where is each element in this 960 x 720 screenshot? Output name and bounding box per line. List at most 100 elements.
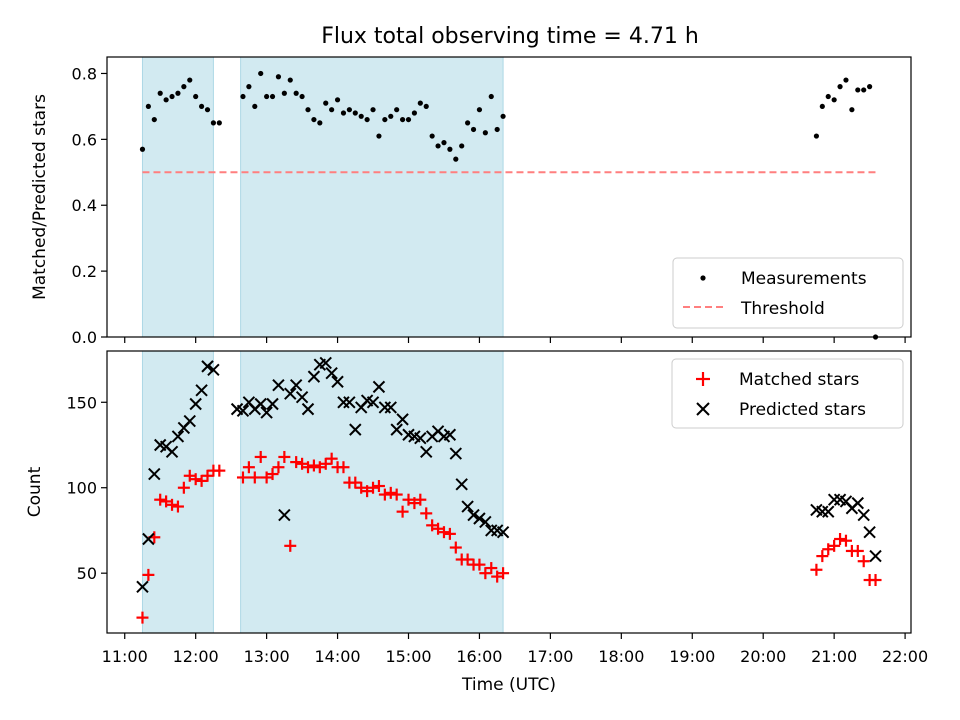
matched-star-point: [236, 471, 249, 484]
measurement-point: [849, 107, 855, 113]
measurement-point: [399, 116, 406, 123]
matched-star-point: [816, 550, 829, 563]
matched-star-point: [325, 452, 338, 465]
predicted-star-point: [366, 396, 380, 409]
predicted-star-point: [201, 360, 214, 373]
measurement-point: [157, 90, 163, 96]
matched-star-point: [284, 539, 297, 552]
predicted-star-point: [337, 396, 350, 409]
measurement-point: [488, 93, 494, 100]
measurement-point: [500, 113, 506, 119]
ratio-panel-frame: [106, 56, 912, 338]
predicted-star-point: [295, 390, 309, 404]
predicted-star-point: [171, 430, 185, 443]
measurement-point: [388, 113, 394, 119]
matched-star-point: [266, 468, 279, 481]
matched-star-point: [290, 456, 303, 469]
measurement-point: [187, 77, 193, 83]
predicted-star-point: [863, 525, 876, 539]
matched-star-point: [497, 567, 510, 580]
x-axis-label: Time (UTC): [461, 675, 556, 695]
measurement-point: [169, 93, 175, 100]
matched-star-point: [272, 461, 285, 474]
matched-star-point: [189, 473, 202, 486]
matched-star-point: [851, 544, 864, 557]
x-tick-label: 20:00: [740, 647, 786, 666]
predicted-star-point: [319, 356, 332, 370]
matched-star-point: [485, 562, 498, 575]
shaded-interval: [141, 350, 214, 634]
predicted-star-point: [467, 508, 480, 522]
measurement-point: [435, 143, 441, 149]
measurement-point: [299, 93, 305, 100]
matched-star-points: [136, 450, 882, 624]
matched-star-point: [319, 457, 332, 470]
predicted-star-point: [195, 384, 208, 397]
matched-star-point: [857, 555, 870, 568]
y-tick-label: 0.2: [72, 262, 97, 281]
measurement-point: [240, 93, 246, 100]
observing-interval-shading: [141, 350, 504, 634]
measurement-point: [441, 140, 447, 146]
measurement-point: [465, 120, 471, 126]
ratio-x-ticks: [124, 337, 906, 343]
legend-label-measurements: Measurements: [741, 269, 867, 289]
matched-star-point: [201, 469, 214, 482]
matched-star-point: [869, 574, 882, 587]
ratio-y-ticks: 0.0 0.2 0.4 0.6 0.8: [72, 64, 107, 347]
x-tick-label: 11:00: [102, 647, 148, 666]
ratio-y-axis-label: Matched/Predicted stars: [30, 94, 50, 300]
predicted-star-point: [851, 496, 865, 510]
measurement-point: [447, 146, 453, 152]
matched-star-point: [828, 539, 841, 552]
measurement-point: [825, 93, 831, 100]
measurement-point: [145, 103, 151, 110]
measurement-point: [358, 113, 364, 119]
predicted-star-point: [189, 397, 202, 411]
predicted-star-point: [857, 508, 870, 522]
measurement-points: [139, 70, 879, 340]
matched-star-point: [372, 480, 385, 493]
x-tick-label: 15:00: [385, 647, 431, 666]
measurement-point: [175, 90, 181, 96]
legend-label-matched: Matched stars: [739, 370, 859, 390]
matched-star-point: [810, 563, 823, 576]
predicted-star-point: [396, 413, 409, 426]
measurement-point: [405, 116, 412, 123]
predicted-star-point: [816, 505, 829, 518]
legend-marker-measurements: [700, 275, 706, 281]
count-x-ticks: 11:00 12:00 13:00 14:00 15:00 16:00 17:00 18:00…: [102, 633, 928, 666]
measurement-point: [861, 87, 867, 93]
predicted-star-point: [278, 508, 291, 522]
measurement-point: [334, 97, 341, 103]
predicted-star-point: [461, 500, 474, 513]
matched-star-point: [449, 541, 462, 554]
measurement-point: [210, 120, 217, 126]
predicted-star-point: [343, 396, 356, 409]
predicted-star-point: [254, 397, 267, 411]
predicted-star-point: [307, 370, 321, 383]
y-tick-label: 100: [66, 479, 97, 498]
y-tick-label: 0.4: [72, 196, 97, 215]
x-tick-label: 16:00: [456, 647, 502, 666]
matched-star-point: [136, 611, 149, 624]
count-y-axis-label: Count: [25, 466, 45, 517]
measurement-point: [411, 110, 418, 116]
x-tick-label: 18:00: [598, 647, 644, 666]
predicted-star-point: [496, 525, 510, 539]
predicted-star-point: [207, 363, 220, 377]
x-tick-label: 12:00: [173, 647, 219, 666]
predicted-star-point: [384, 401, 397, 414]
predicted-star-point: [390, 423, 403, 436]
matched-star-point: [177, 481, 190, 494]
predicted-star-point: [349, 423, 362, 436]
matched-star-point: [242, 461, 255, 474]
matched-star-point: [254, 450, 267, 463]
measurement-point: [476, 107, 483, 113]
shaded-interval: [240, 56, 504, 338]
shaded-interval: [141, 56, 214, 338]
count-legend-box: [671, 358, 904, 429]
predicted-star-point: [284, 387, 297, 400]
x-tick-label: 19:00: [669, 647, 715, 666]
